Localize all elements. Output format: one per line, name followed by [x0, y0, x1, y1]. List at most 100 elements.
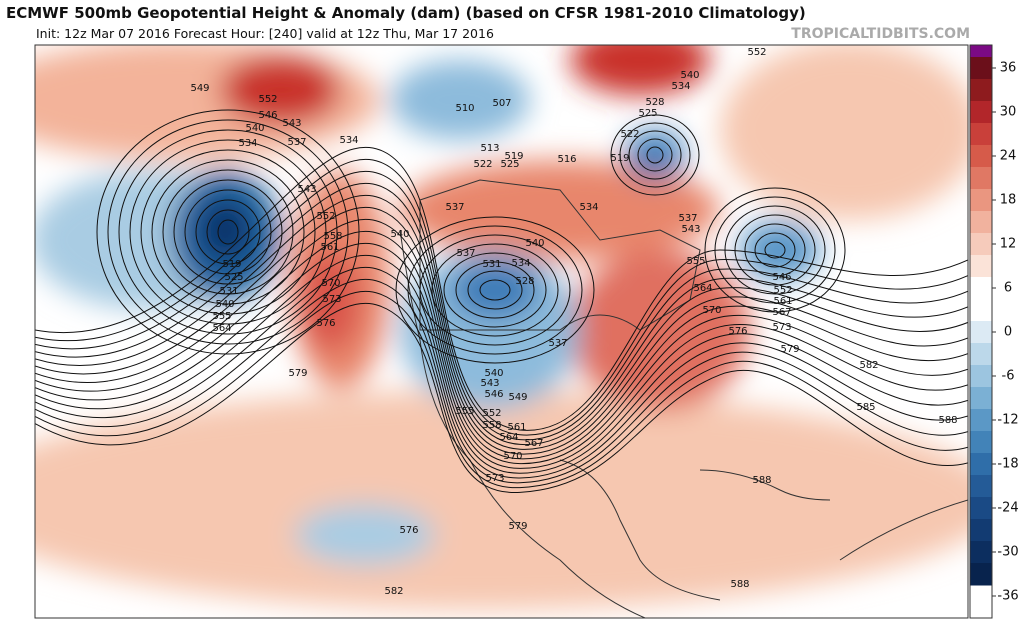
contour-line [734, 214, 816, 286]
contour-line [628, 130, 682, 180]
contour-line [35, 303, 968, 493]
colorbar-swatch [970, 497, 992, 520]
contour-label: 540 [215, 299, 234, 310]
contour-line [118, 129, 338, 335]
contour-label: 543 [480, 378, 499, 389]
contour-line [162, 169, 294, 295]
contour-label: 558 [482, 420, 501, 431]
contour-label: 579 [780, 344, 799, 355]
anomaly-shading [35, 45, 968, 610]
subtitle: Init: 12z Mar 07 2016 Forecast Hour: [24… [36, 26, 494, 41]
colorbar-swatch [970, 541, 992, 564]
contour-line [443, 252, 547, 328]
contour-label: 576 [399, 525, 418, 536]
contour-label: 513 [480, 143, 499, 154]
colorbar-tick-label: -30 [997, 545, 1018, 560]
colorbar-tick-label: -12 [997, 413, 1018, 428]
contour-label: 540 [680, 70, 699, 81]
colorbar-swatch [970, 431, 992, 454]
colorbar-swatch [970, 277, 992, 300]
height-contours [35, 109, 968, 493]
contour-label: 534 [671, 81, 690, 92]
colorbar-swatch [970, 475, 992, 498]
contour-label: 534 [511, 258, 530, 269]
contour-line [467, 270, 523, 310]
map-frame [34, 44, 969, 619]
contour-label: 582 [859, 360, 878, 371]
contour-label: 555 [212, 311, 231, 322]
contour-label: 567 [524, 438, 543, 449]
colorbar-tick-label: 0 [1004, 325, 1012, 340]
contour-label: 528 [645, 97, 664, 108]
contour-label: 573 [485, 473, 504, 484]
contour-label: 522 [620, 129, 639, 140]
contour-label: 546 [258, 110, 277, 121]
contour-label: 570 [702, 305, 721, 316]
colorbar-tick-label: -36 [997, 589, 1018, 604]
colorbar-tick-label: -18 [997, 457, 1018, 472]
colorbar-swatch [970, 189, 992, 212]
contour-label: 537 [287, 137, 306, 148]
contour-label: 576 [728, 326, 747, 337]
contour-line [35, 195, 968, 450]
contour-label: 516 [557, 154, 576, 165]
contour-line [35, 171, 968, 441]
contour-label: 567 [772, 307, 791, 318]
contour-label: 558 [323, 231, 342, 242]
contour-label: 552 [773, 285, 792, 296]
colorbar-tick-label: 30 [1000, 105, 1017, 120]
contour-label: 537 [548, 338, 567, 349]
colorbar-swatch [970, 255, 992, 278]
colorbar-swatch [970, 519, 992, 542]
colorbar-swatch [970, 343, 992, 366]
colorbar-tick-label: 6 [1004, 281, 1012, 296]
contour-label: 552 [747, 47, 766, 58]
contour-line [35, 207, 968, 455]
contour-label: 552 [316, 211, 335, 222]
contour-label: 507 [492, 98, 511, 109]
contour-label: 561 [320, 242, 339, 253]
contour-line [431, 243, 559, 337]
colorbar-tick-label: 36 [1000, 61, 1017, 76]
colorbar-swatch [970, 79, 992, 102]
colorbar-swatch [970, 145, 992, 168]
colorbar-swatch [970, 409, 992, 432]
contour-line [217, 219, 239, 245]
contour-label: 534 [238, 138, 257, 149]
contour-label: 570 [321, 278, 340, 289]
contour-line [35, 255, 968, 474]
contour-label: 543 [297, 184, 316, 195]
contour-label: 582 [384, 586, 403, 597]
colorbar-tick-label: -6 [1002, 369, 1015, 384]
contour-line [35, 243, 968, 469]
colorbar-tick-label: 18 [1000, 193, 1017, 208]
contour-line [35, 219, 968, 460]
contour-label: 540 [525, 238, 544, 249]
contour-label: 588 [938, 415, 957, 426]
colorbar-swatch [970, 123, 992, 146]
contour-line [610, 114, 700, 196]
contour-line [35, 183, 968, 445]
contour-label: 525 [638, 108, 657, 119]
contour-label: 555 [455, 406, 474, 417]
map [35, 45, 968, 618]
contour-label: 540 [390, 229, 409, 240]
contour-label: 531 [482, 259, 501, 270]
site-name: TROPICALTIDBITS.COM [791, 26, 970, 42]
contour-label: 534 [339, 135, 358, 146]
contour-line [637, 138, 673, 172]
contour-label: 576 [316, 318, 335, 329]
contour-label: 519 [504, 151, 523, 162]
contour-line [646, 146, 664, 164]
colorbar-swatch [970, 233, 992, 256]
contour-line [107, 119, 349, 345]
contour-label: 546 [484, 389, 503, 400]
contour-line [754, 232, 796, 268]
colorbar-tick-label: -24 [997, 501, 1018, 516]
colorbar-swatch [970, 101, 992, 124]
contour-line [206, 209, 250, 255]
contour-label: 588 [730, 579, 749, 590]
contour-label: 549 [508, 392, 527, 403]
contour-line [140, 149, 316, 315]
